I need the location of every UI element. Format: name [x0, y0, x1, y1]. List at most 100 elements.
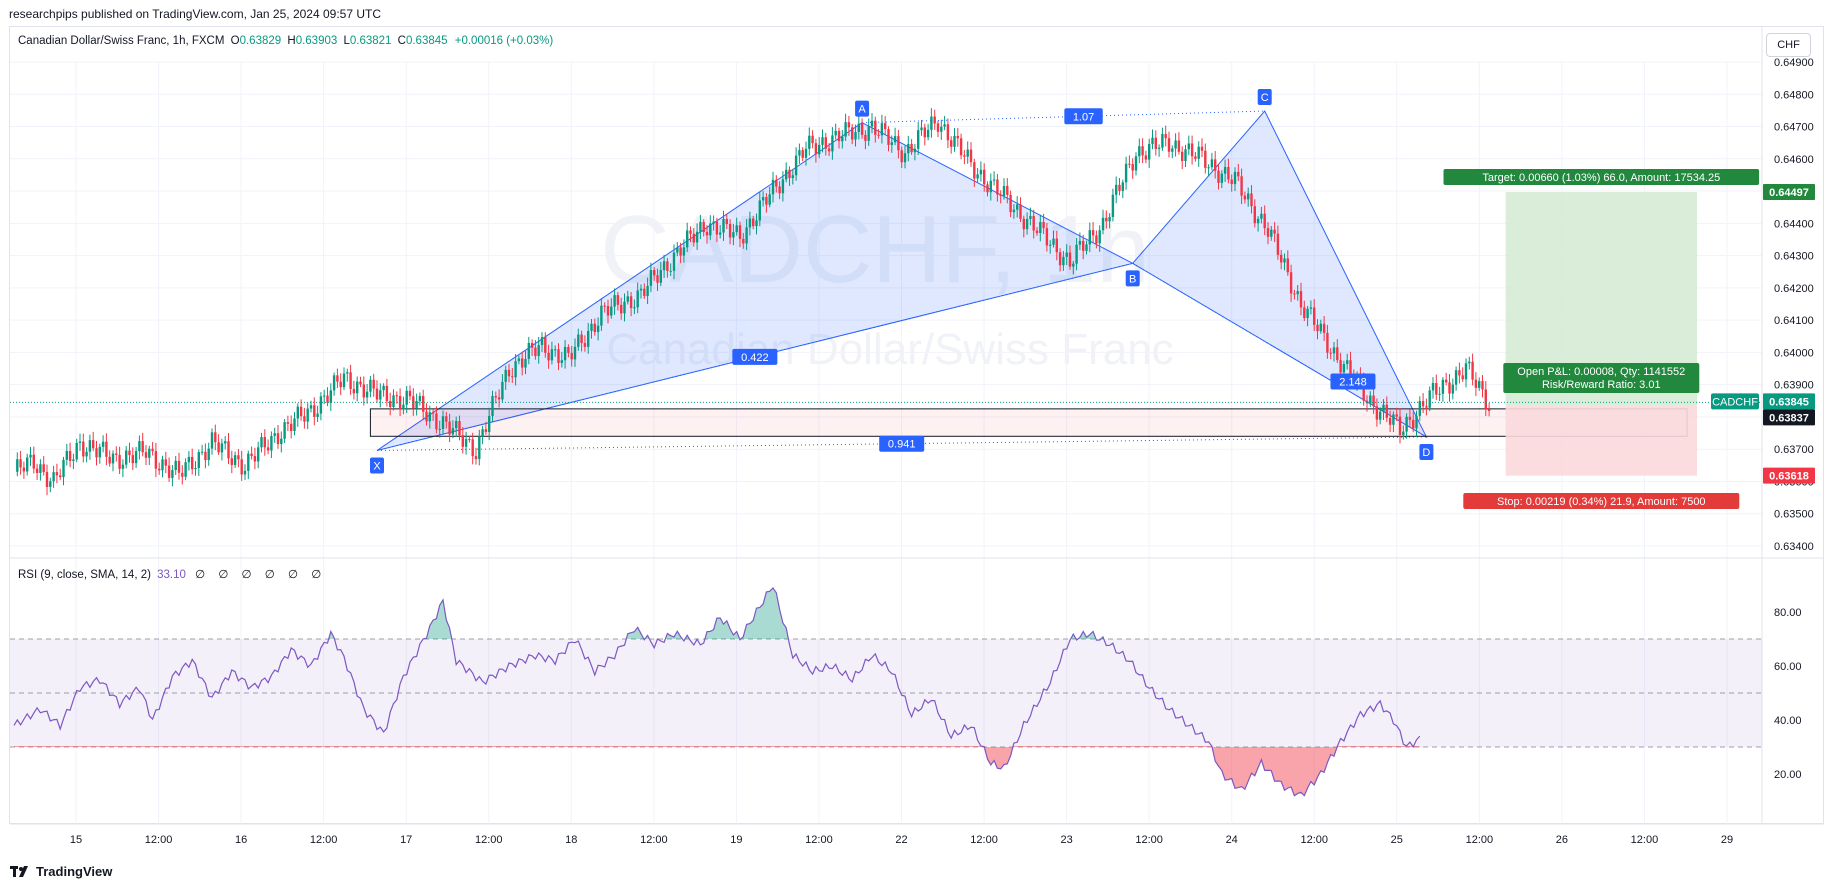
watermark: CADCHF, 1h Canadian Dollar/Swiss Franc [600, 196, 1173, 374]
candle-body [45, 472, 49, 487]
candle-body [1210, 159, 1214, 168]
candle-body [633, 307, 636, 309]
candle-body [441, 416, 445, 429]
ratio-label-a-c-bg [1064, 108, 1103, 125]
candle-body [276, 433, 280, 445]
candle-body [761, 197, 765, 201]
rsi-empty-values: ∅ ∅ ∅ ∅ ∅ ∅ [195, 569, 327, 581]
candle-body [1445, 379, 1448, 383]
ratio-label-a-c: 1.07 [1073, 111, 1094, 123]
candle-body [554, 349, 557, 351]
candle-body [646, 285, 649, 297]
candle-body [171, 470, 174, 478]
candle-body [1431, 382, 1435, 391]
candle-body [316, 413, 319, 417]
candle-body [131, 455, 134, 464]
currency-button[interactable]: CHF [1766, 33, 1811, 57]
candle-body [735, 225, 738, 233]
candle-body [1388, 417, 1392, 425]
candle-body [580, 334, 583, 344]
price-tick: 0.63500 [1774, 509, 1814, 521]
candle-body [854, 131, 857, 140]
candle-body [936, 123, 940, 132]
candle-body [296, 406, 299, 419]
candle-body [517, 358, 521, 362]
candle-body [1115, 184, 1118, 195]
candle-body [1405, 416, 1408, 432]
candle-body [1448, 382, 1451, 394]
candle-body [207, 448, 210, 461]
candle-body [408, 390, 412, 397]
candle-body [1270, 229, 1273, 237]
candle-body [1454, 370, 1458, 385]
pattern-labels: X A B C D 0.422 1.07 2.148 0.941 Target: 0.00660 … [370, 89, 1760, 509]
candle-body [395, 395, 398, 397]
candle-body [1299, 291, 1303, 308]
candle-body [768, 194, 771, 205]
rsi-label[interactable]: RSI (9, close, SMA, 14, 2) [18, 569, 151, 581]
candle-body [1174, 140, 1177, 149]
time-tick: 12:00 [1466, 834, 1494, 846]
time-tick: 12:00 [310, 834, 338, 846]
candle-body [266, 447, 270, 451]
stop-label-bg [1463, 493, 1740, 509]
candle-body [243, 470, 247, 475]
candle-body [1461, 375, 1464, 380]
candle-body [283, 422, 286, 439]
candle-body [827, 148, 831, 152]
candle-body [362, 384, 365, 398]
candle-body [1365, 400, 1369, 404]
symbol-title[interactable]: Canadian Dollar/Swiss Franc, 1h, FXCM [18, 35, 225, 47]
candle-body [491, 396, 494, 417]
candle-body [1289, 272, 1293, 294]
symbol-legend: Canadian Dollar/Swiss Franc, 1h, FXCM O0… [18, 35, 553, 47]
candle-body [372, 379, 375, 389]
candle-body [874, 120, 877, 135]
candle-body [415, 401, 418, 409]
price-tick: 0.63900 [1774, 380, 1814, 392]
candle-body [514, 361, 517, 378]
candle-body [702, 221, 705, 233]
candle-body [851, 127, 854, 140]
candle-body [1214, 159, 1217, 171]
candle-body [1039, 222, 1042, 234]
candle-body [1227, 166, 1230, 180]
candle-body [1151, 137, 1154, 145]
candle-body [65, 451, 68, 460]
candle-body [917, 130, 920, 149]
candle-body [755, 220, 758, 227]
candle-body [1322, 323, 1326, 333]
candle-body [689, 230, 692, 234]
price-tick: 0.64100 [1774, 315, 1814, 327]
candle-body [636, 290, 639, 308]
candle-body [738, 225, 742, 239]
candle-body [1088, 230, 1091, 245]
symbol-tag: CADCHF [1712, 396, 1758, 408]
candle-body [428, 412, 431, 422]
candle-body [821, 137, 824, 145]
candle-body [158, 468, 161, 471]
candle-body [273, 433, 276, 436]
time-tick: 29 [1721, 834, 1733, 846]
candle-body [1428, 390, 1431, 408]
harmonic-triangle-bcd [1131, 110, 1428, 439]
candle-body [1339, 360, 1342, 373]
candle-body [389, 401, 392, 408]
low-value: 0.63821 [349, 35, 392, 47]
candle-body [1478, 381, 1481, 388]
candle-body [521, 358, 524, 368]
candle-body [672, 252, 676, 271]
candle-body [788, 169, 791, 179]
candle-body [504, 369, 507, 382]
price-tick: 0.64800 [1774, 89, 1814, 101]
tradingview-logo[interactable]: TradingView [10, 864, 112, 879]
candle-body [464, 439, 468, 447]
candle-body [844, 122, 847, 137]
candle-body [1095, 235, 1098, 244]
candle-body [530, 343, 534, 348]
price-tag-entry: 0.63837 [1769, 412, 1809, 424]
candle-body [1375, 406, 1379, 420]
candle-body [98, 446, 101, 458]
candle-body [448, 421, 451, 435]
